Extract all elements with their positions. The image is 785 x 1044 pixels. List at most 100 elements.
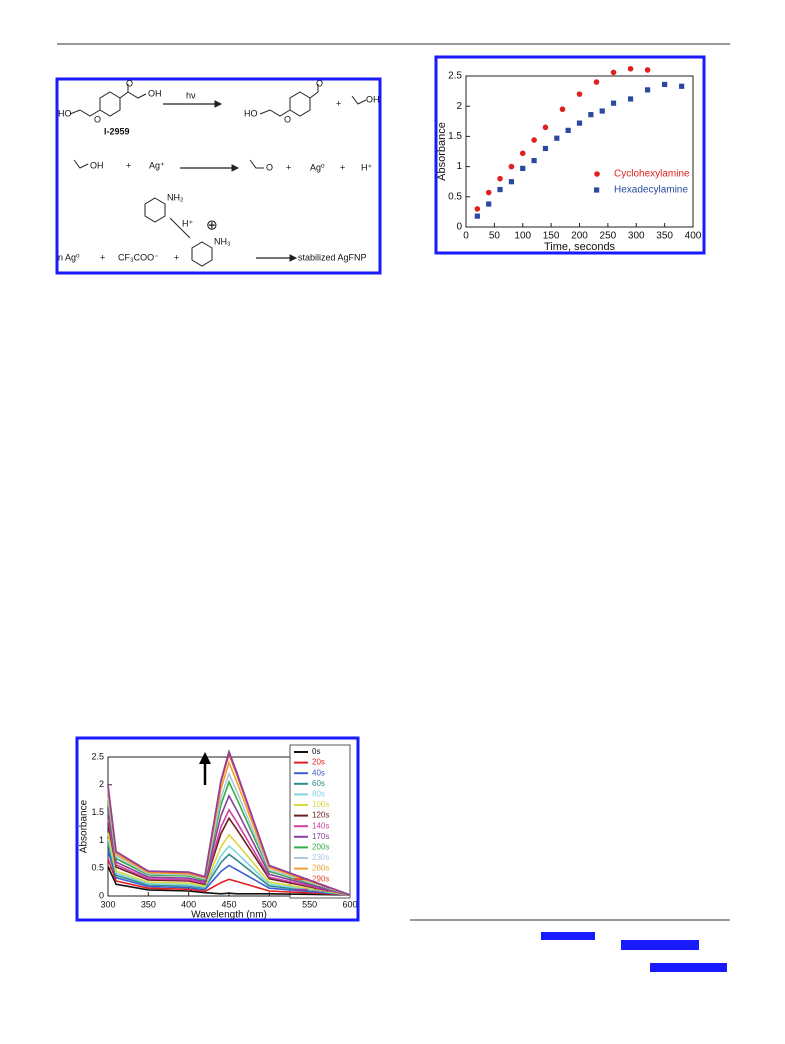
point [644, 67, 651, 73]
y-axis-label: Absorbance [79, 799, 90, 853]
arrow [169, 217, 191, 239]
y-tick-label: 0.5 [448, 191, 462, 202]
point [474, 213, 480, 219]
spectrum-line [107, 808, 351, 896]
x-tick-label: 300 [628, 231, 645, 242]
x-tick-label: 350 [656, 231, 673, 242]
point [610, 69, 617, 76]
atom-label: NH₃ [214, 236, 231, 246]
point [679, 83, 685, 89]
legend-label: 260s [312, 864, 329, 873]
legend-label: 120s [312, 811, 329, 820]
legend-marker [594, 171, 600, 177]
y-tick-label: 1 [99, 835, 104, 845]
x-tick-label: 500 [262, 899, 277, 909]
legend-label: 80s [312, 790, 325, 799]
charts: 0 50 100 150 200 250 300 350 400 0 0.5 1 1.5 2 2.5 Time… [79, 65, 702, 921]
point [645, 87, 651, 93]
atom-label: O [94, 114, 101, 124]
point [542, 124, 549, 131]
x-tick-label: 0 [463, 231, 469, 242]
point [627, 96, 634, 102]
spectrum-line [107, 794, 351, 896]
y-tick-label: 0.5 [91, 863, 104, 873]
link-box[interactable] [650, 963, 727, 972]
bond [73, 159, 89, 169]
point [542, 145, 549, 152]
spectrum-line [107, 858, 351, 896]
figure-frame [434, 55, 706, 255]
y-tick-label: 1.5 [91, 807, 104, 817]
y-tick-label: 0 [99, 890, 104, 900]
bond [127, 91, 147, 99]
legend-label: 60s [312, 779, 325, 788]
link-box[interactable] [541, 932, 595, 940]
species-label: Ag⁰ [310, 162, 325, 172]
y-tick-label: 1 [456, 161, 462, 172]
legend-label: 40s [312, 768, 325, 777]
y-tick-label: 1.5 [448, 131, 462, 142]
charge-label: ⊕ [206, 217, 218, 233]
increase-arrowhead [199, 752, 211, 764]
x-tick-label: 400 [181, 899, 196, 909]
point [627, 65, 634, 72]
species-label: H⁺ [182, 218, 193, 228]
point [576, 120, 583, 126]
y-tick-label: 2.5 [448, 71, 462, 82]
point [508, 163, 515, 170]
point [576, 91, 583, 97]
spectrum-line [107, 850, 351, 896]
point [519, 150, 526, 157]
x-tick-label: 550 [302, 899, 317, 909]
atom-label: O [316, 78, 323, 88]
point [508, 179, 514, 185]
legend-marker [594, 187, 600, 193]
atom-label: O [126, 78, 133, 88]
point [520, 165, 526, 172]
x-tick-label: 300 [100, 899, 115, 909]
legend-label: Hexadecylamine [614, 185, 688, 196]
species-label: n Ag⁰ [58, 252, 80, 262]
point [531, 137, 537, 143]
x-axis-label: Time, seconds [544, 241, 616, 253]
y-axis-label: Absorbance [436, 122, 448, 181]
x-tick-label: 350 [141, 899, 156, 909]
arrowhead [289, 254, 298, 262]
spectrum-line [107, 843, 351, 896]
legend-label: 320s [312, 885, 329, 894]
atom-label: OH [90, 160, 104, 170]
x-tick-label: 250 [600, 231, 617, 242]
x-tick-label: 450 [221, 899, 236, 909]
link-box[interactable] [621, 940, 699, 950]
point [474, 206, 481, 212]
legend-label: 100s [312, 800, 329, 809]
legend-label: 230s [312, 853, 329, 862]
atom-label: OH [366, 94, 380, 104]
point [531, 157, 537, 164]
bond [249, 159, 264, 169]
point [486, 201, 492, 207]
x-axis-label: Wavelength (nm) [191, 910, 267, 921]
x-tick-label: 100 [514, 231, 531, 242]
spectrum-line [107, 816, 351, 896]
y-tick-label: 2 [456, 101, 462, 112]
product-label: stabilized AgFNP [298, 252, 367, 262]
spectrum-line [107, 833, 351, 896]
species-label: H⁺ [361, 162, 372, 172]
legend-label: 170s [312, 832, 329, 841]
point [610, 100, 617, 106]
atom-label: HO [58, 108, 72, 118]
plus: + [340, 162, 345, 172]
x-tick-label: 400 [685, 231, 702, 242]
atom-label: HO [244, 108, 258, 118]
reaction-label: hν [186, 90, 196, 100]
species-label: CF₃COO⁻ [118, 252, 159, 262]
bond [69, 109, 101, 117]
x-tick-label: 50 [489, 231, 501, 242]
legend-label: 140s [312, 821, 329, 830]
legend-label: 200s [312, 843, 329, 852]
point [599, 108, 605, 114]
bond [309, 84, 319, 99]
point [485, 189, 492, 196]
